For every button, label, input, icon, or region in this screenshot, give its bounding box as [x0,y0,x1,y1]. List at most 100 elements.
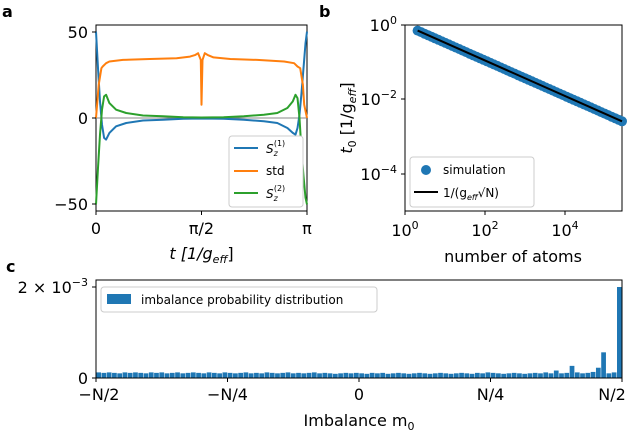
legend-label-fit: 1/(geff√N) [443,186,499,202]
histogram-bar [506,373,512,378]
histogram-bar [385,373,391,378]
histogram-bar [517,373,522,378]
histogram-bar [511,372,517,378]
histogram-bar [396,372,401,378]
histogram-bar [401,373,407,378]
histogram-bar [448,373,454,378]
histogram-bar [138,372,144,378]
histogram-bar [269,372,275,378]
panel-c-x-ticks: −N/2 −N/4 0 N/4 N/2 [79,378,626,404]
histogram-bar [406,373,412,378]
histogram-bar [453,373,459,378]
panel-b-y-ticks: 100 10−2 10−4 [360,14,405,184]
histogram-bar [101,372,107,378]
histogram-bar [422,373,428,378]
histogram-bar [280,372,286,378]
panel-b-ytick-label: 100 [370,14,397,35]
panel-b-xtick-label: 104 [551,219,578,240]
legend-swatch-simulation [421,165,431,175]
histogram-bar [175,372,180,378]
histogram-bar [290,373,296,378]
panel-b-xtick-label: 102 [471,219,498,240]
panel-b-ytick-label: 10−2 [360,88,397,109]
simulation-point [617,116,627,127]
panel-b-ytick-label: 10−4 [360,163,397,184]
histogram-bar [559,373,564,378]
histogram-bar [169,372,175,378]
histogram-bar [390,373,396,378]
histogram-bar [501,373,507,378]
histogram-bar [301,373,307,378]
histogram-bar [296,372,301,378]
panel-a-ytick-label: 0 [78,109,88,128]
histogram-bar [574,372,580,378]
panel-b-fit-line [417,29,623,123]
histogram-bar [196,372,201,378]
panel-a-xtick-label: 0 [91,219,101,238]
histogram-bar [254,372,259,378]
panel-a-legend: Sz(1) std Sz(2) [228,135,304,208]
histogram-bar [553,370,559,378]
panel-b-xtick-label: 100 [391,219,418,240]
histogram-bar [285,372,291,378]
legend-label-std: std [266,164,285,178]
panel-c-xtick-label: −N/2 [79,385,120,404]
histogram-bar [243,372,249,378]
panel-c: c 0 2 × 10−3 −N/2 −N/4 0 N/4 N/2 Imbalan… [6,257,626,433]
histogram-bar [238,372,244,378]
histogram-bar [569,365,575,378]
histogram-bar [538,373,543,378]
histogram-bar [122,372,128,378]
histogram-bar [117,373,123,378]
histogram-bar [543,372,549,378]
panel-b-legend: simulation 1/(geff√N) [409,156,535,208]
histogram-bar [496,373,501,378]
histogram-bar [443,373,449,378]
histogram-bar [222,372,228,378]
histogram-bar [227,372,233,378]
histogram-bar [380,372,386,378]
panel-c-bars [96,287,622,378]
panel-a-legend-box [228,135,304,208]
panel-c-x-axis-label: Imbalance m0 [304,411,415,433]
histogram-bar [369,372,375,378]
series-sz2-line [95,93,308,205]
panel-a-label: a [2,2,13,21]
histogram-bar [311,372,317,378]
panel-a-x-ticks: 0 π/2 π [91,211,312,238]
histogram-bar [317,373,322,378]
histogram-bar [259,373,265,378]
histogram-bar [264,372,270,378]
histogram-bar [585,372,591,378]
histogram-bar [359,373,364,378]
histogram-bar [595,367,601,378]
panel-c-legend-box [100,286,378,313]
panel-b-y-axis-label: t0 [1/geff] [337,82,359,153]
histogram-bar [459,372,464,378]
panel-a-xtick-label: π/2 [189,219,214,238]
histogram-bar [185,372,191,378]
histogram-bar [96,372,101,378]
panel-c-xtick-label: N/4 [477,385,505,404]
histogram-bar [548,373,554,378]
histogram-bar [580,373,585,378]
panel-a-y-ticks: 50 0 −50 [54,23,96,214]
panel-c-xtick-label: N/2 [598,385,626,404]
histogram-bar [275,373,280,378]
legend-label-imbalance: imbalance probability distribution [141,293,343,307]
histogram-bar [159,372,165,378]
histogram-bar [332,373,338,378]
histogram-bar [601,352,606,378]
legend-label-sz2: Sz(2) [266,184,285,203]
histogram-bar [327,373,333,378]
histogram-bar [432,373,438,378]
legend-label-sz1: Sz(1) [266,139,285,158]
panel-c-ytick-label: 2 × 10−3 [18,276,88,297]
panel-b-x-ticks: 100 102 104 [391,211,579,240]
histogram-bar [348,373,354,378]
histogram-bar [532,372,538,378]
histogram-bar [338,373,343,378]
panel-c-y-ticks: 0 2 × 10−3 [18,276,96,388]
histogram-bar [154,372,159,378]
